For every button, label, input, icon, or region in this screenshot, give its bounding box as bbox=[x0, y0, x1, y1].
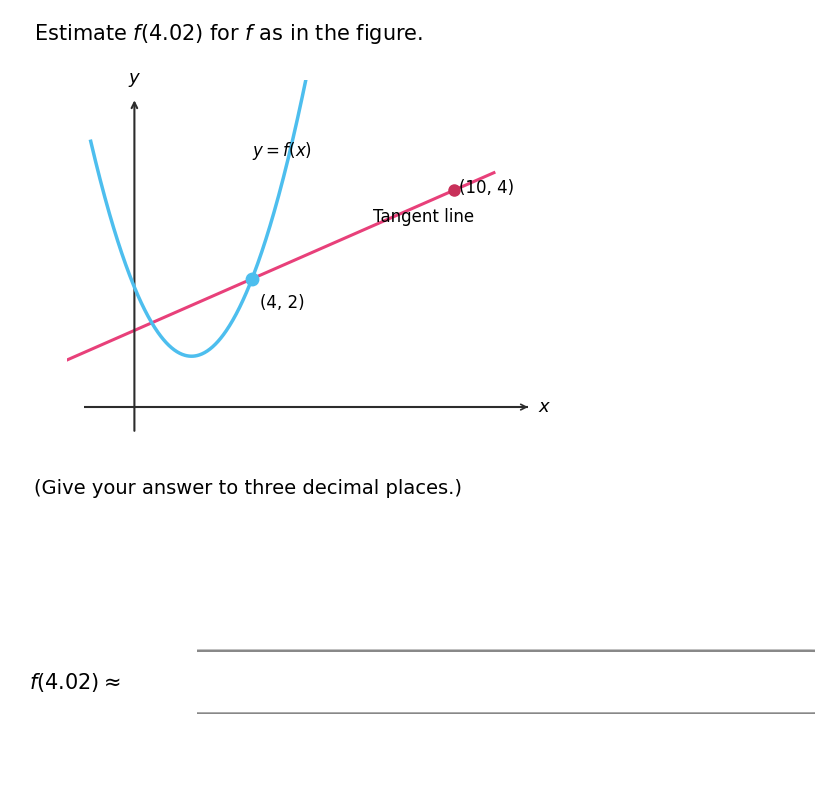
FancyBboxPatch shape bbox=[176, 650, 835, 713]
Text: (4, 2): (4, 2) bbox=[260, 294, 305, 312]
Text: (10, 4): (10, 4) bbox=[459, 180, 514, 197]
Text: Tangent line: Tangent line bbox=[373, 208, 474, 226]
Text: $y = f(x)$: $y = f(x)$ bbox=[252, 140, 312, 161]
Text: Estimate $f(4.02)$ for $f$ as in the figure.: Estimate $f(4.02)$ for $f$ as in the fig… bbox=[34, 22, 423, 46]
Text: $x$: $x$ bbox=[538, 398, 551, 416]
Text: $y$: $y$ bbox=[128, 71, 141, 89]
Text: (Give your answer to three decimal places.): (Give your answer to three decimal place… bbox=[34, 479, 462, 498]
Text: $f(4.02) \approx$: $f(4.02) \approx$ bbox=[29, 671, 121, 693]
